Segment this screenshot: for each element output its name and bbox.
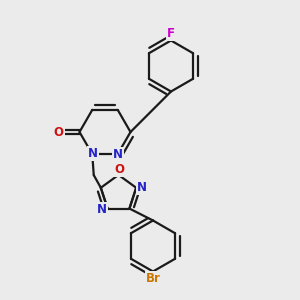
Text: N: N xyxy=(113,148,123,161)
Text: Br: Br xyxy=(146,272,160,285)
Text: F: F xyxy=(167,27,175,40)
Text: O: O xyxy=(54,125,64,139)
Text: N: N xyxy=(97,202,107,216)
Text: N: N xyxy=(136,181,147,194)
Text: O: O xyxy=(114,163,124,176)
Text: N: N xyxy=(88,147,98,160)
